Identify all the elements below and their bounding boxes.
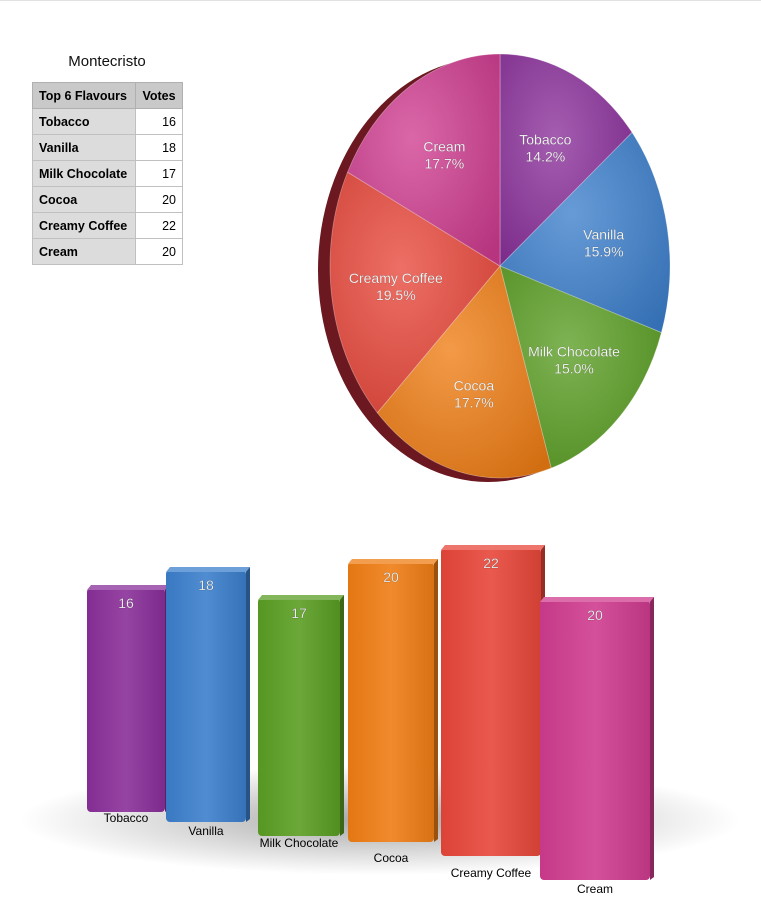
flavour-name: Creamy Coffee	[32, 212, 136, 239]
vote-count: 20	[135, 186, 183, 213]
vote-count: 16	[135, 108, 183, 135]
table-row: Cocoa 20	[32, 186, 183, 213]
bar-category-label: Vanilla	[188, 824, 223, 838]
bar-category-label: Tobacco	[104, 811, 149, 825]
pie-percent-label: 15.0%	[554, 361, 594, 377]
bar-creamy-coffee	[441, 548, 541, 856]
flavour-name: Cream	[32, 238, 136, 265]
bar-cocoa	[348, 562, 434, 842]
pie-category-label: Cocoa	[454, 377, 495, 393]
vote-count: 17	[135, 160, 183, 187]
table-row: Cream 20	[32, 238, 183, 265]
bar-milk-chocolate	[258, 598, 340, 836]
pie-slice-vanilla	[499, 131, 671, 334]
flavour-name: Tobacco	[32, 108, 136, 135]
bar-top	[166, 567, 250, 572]
pie-percent-label: 17.7%	[425, 155, 465, 171]
table-row: Vanilla 18	[32, 134, 183, 161]
flavour-name: Cocoa	[32, 186, 136, 213]
bar-category-label: Creamy Coffee	[451, 866, 532, 880]
table-row: Milk Chocolate 17	[32, 160, 183, 187]
pie-percent-label: 19.5%	[376, 287, 416, 303]
pie-category-label: Vanilla	[583, 226, 624, 242]
bar-value-label: 17	[291, 605, 307, 621]
bar-side	[434, 559, 438, 842]
bar-top	[258, 595, 344, 600]
pie-percent-label: 17.7%	[454, 394, 494, 410]
top-divider	[0, 0, 761, 1]
bar-top	[441, 545, 545, 550]
vote-count: 20	[135, 238, 183, 265]
bar-top	[540, 597, 654, 602]
pie-category-label: Cream	[423, 138, 465, 154]
table-row: Creamy Coffee 22	[32, 212, 183, 239]
bar-value-label: 16	[118, 595, 134, 611]
flavour-name: Milk Chocolate	[32, 160, 136, 187]
bar-side	[650, 597, 654, 880]
bar-category-label: Milk Chocolate	[260, 836, 339, 850]
bar-side	[246, 567, 250, 822]
pie-category-label: Tobacco	[519, 131, 571, 147]
votes-table: Top 6 Flavours Votes Tobacco 16 Vanilla …	[32, 82, 183, 265]
flavour-name: Vanilla	[32, 134, 136, 161]
vote-count: 22	[135, 212, 183, 239]
bar-value-label: 18	[198, 577, 214, 593]
pie-category-label: Creamy Coffee	[349, 270, 443, 286]
header-votes: Votes	[135, 82, 183, 109]
pie-percent-label: 15.9%	[584, 243, 624, 259]
pie-percent-label: 14.2%	[526, 148, 566, 164]
header-flavours: Top 6 Flavours	[32, 82, 136, 109]
pie-slice-tobacco	[499, 53, 633, 267]
pie-category-label: Milk Chocolate	[528, 344, 620, 360]
pie-slice-milk-chocolate	[499, 265, 662, 469]
table-header-row: Top 6 Flavours Votes	[32, 82, 183, 109]
bar-category-label: Cream	[577, 882, 613, 896]
bar-tobacco	[87, 588, 165, 812]
bar-side	[340, 595, 344, 836]
bar-value-label: 20	[587, 607, 603, 623]
pie-slice-cocoa	[376, 265, 552, 479]
bar-top	[87, 585, 169, 590]
table-row: Tobacco 16	[32, 108, 183, 135]
bar-value-label: 20	[383, 569, 399, 585]
bar-category-label: Cocoa	[374, 851, 409, 865]
pie-slice-creamy-coffee	[329, 171, 501, 414]
bar-vanilla	[166, 570, 246, 822]
vote-count: 18	[135, 134, 183, 161]
bar-top	[348, 559, 438, 564]
table-title: Montecristo	[68, 53, 146, 70]
bar-value-label: 22	[483, 555, 499, 571]
pie-slice-cream	[347, 53, 501, 267]
bar-cream	[540, 600, 650, 880]
